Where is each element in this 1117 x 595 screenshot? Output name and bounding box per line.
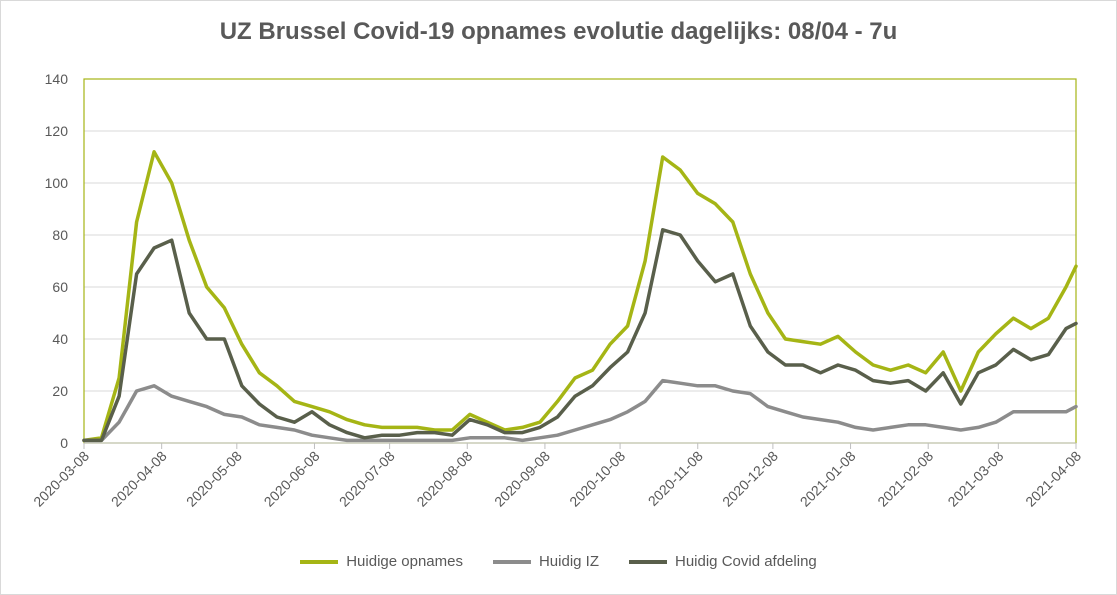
series-line-1: [82, 150, 1078, 443]
y-tick-label: 60: [52, 279, 68, 295]
gridlines: [84, 130, 1076, 392]
legend-label: Huidig IZ: [538, 553, 599, 570]
x-tick-label: 2020-05-08: [183, 448, 245, 510]
y-tick-label: 40: [52, 331, 68, 347]
y-tick-label: 0: [60, 435, 68, 451]
x-tick-label: 2020-09-08: [491, 448, 553, 510]
legend-item: Huidig Covid afdeling: [629, 553, 817, 570]
x-tick-label: 2020-06-08: [261, 448, 323, 510]
y-tick-label: 120: [45, 123, 69, 139]
x-tick-label: 2020-07-08: [336, 448, 398, 510]
y-axis-ticks: 0 20 40 60 80 100 120 140: [45, 71, 69, 451]
chart-title: UZ Brussel Covid-19 opnames evolutie dag…: [219, 18, 898, 45]
x-axis-ticks: 2020-03-08 2020-04-08 2020-05-08 2020-06-08…: [30, 442, 1084, 510]
y-tick-label: 140: [45, 71, 69, 87]
x-tick-label: 2020-10-08: [566, 448, 628, 510]
x-tick-label: 2021-01-08: [797, 448, 859, 510]
x-tick-label: 2021-02-08: [874, 448, 936, 510]
x-tick-label: 2020-11-08: [645, 448, 706, 509]
x-tick-label: 2020-04-08: [108, 448, 170, 510]
legend: Huidige opnames Huidig IZ Huidig Covid a…: [0, 553, 1117, 570]
legend-swatch: [300, 559, 339, 564]
x-tick-label: 2020-08-08: [413, 448, 475, 510]
y-tick-label: 20: [52, 383, 68, 399]
y-tick-label: 100: [45, 175, 69, 191]
x-tick-label: 2021-03-08: [945, 448, 1007, 510]
x-tick-label: 2021-04-08: [1022, 448, 1084, 510]
legend-swatch: [629, 559, 667, 564]
y-tick-label: 80: [52, 227, 68, 243]
legend-swatch: [492, 559, 531, 564]
legend-label: Huidig Covid afdeling: [675, 553, 817, 570]
x-tick-label: 2020-03-08: [30, 448, 92, 510]
series-line-2: [82, 378, 1078, 443]
legend-item: Huidige opnames: [300, 553, 463, 570]
legend-item: Huidig IZ: [492, 553, 599, 570]
x-tick-label: 2020-12-08: [719, 448, 781, 510]
legend-label: Huidige opnames: [346, 553, 463, 570]
series-line-3: [82, 228, 1078, 443]
series-lines: [82, 150, 1078, 443]
